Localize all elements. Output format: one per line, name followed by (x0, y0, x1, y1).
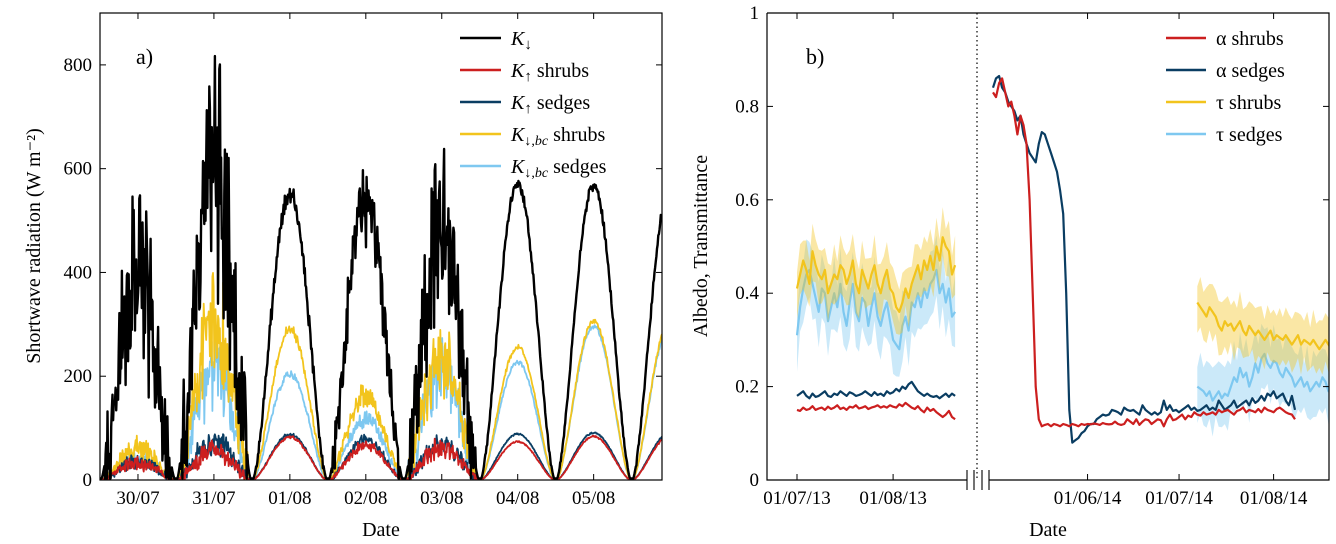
legend-label-alpha-sedges: α sedges (1216, 60, 1285, 82)
panel-a-ytick-label: 0 (83, 470, 93, 491)
series-tau-sedges-line (1196, 352, 1329, 402)
panel-b-xlabel: Date (1029, 519, 1067, 541)
legend-label-k-up-shrubs: K↑ shrubs (510, 60, 589, 85)
series-alpha-shrubs-line (992, 77, 1296, 428)
panel-a-xtick-label: 02/08 (344, 488, 387, 509)
panel-b-ytick-label: 0.8 (735, 96, 759, 117)
panel-b-xtick-label: 01/07/14 (1145, 488, 1213, 509)
series-k-down-bc-shrubs (100, 272, 662, 480)
panel-a-ytick-label: 400 (64, 262, 93, 283)
panel-a-xtick-label: 31/07 (192, 488, 235, 509)
panel-b-ytick-label: 0.6 (735, 190, 759, 211)
series-tau-shrubs-band (1197, 277, 1329, 375)
legend-label-tau-shrubs: τ shrubs (1216, 92, 1281, 114)
panel-a-xtick-label: 30/07 (116, 488, 159, 509)
panel-a-y-ticks: 0 200 400 600 800 (64, 55, 662, 491)
panel-b-xtick-label: 01/08/13 (859, 488, 927, 509)
legend-label-k-down-bc-shrubs: K↓,bc shrubs (510, 124, 606, 149)
series-alpha-sedges-line (796, 380, 956, 400)
legend-label-alpha-shrubs: α shrubs (1216, 28, 1284, 50)
panel-b-ytick-label: 0.4 (735, 283, 759, 304)
panel-a-ylabel: Shortwave radiation (W m⁻²) (23, 128, 45, 364)
panel-b-axis-break (966, 470, 990, 490)
panel-b-xtick-label: 01/06/14 (1054, 488, 1122, 509)
panel-a-x-ticks: 30/07 31/07 01/08 02/08 03/08 04/08 05/08 (116, 13, 615, 509)
panel-b-x-ticks: 01/07/13 01/08/13 01/06/14 01/07/14 01/08/14 (763, 13, 1308, 509)
panel-a-ytick-label: 600 (64, 159, 93, 180)
series-tau-sedges-line (795, 268, 957, 351)
legend-label-k-up-sedges: K↑ sedges (510, 92, 590, 117)
panel-b-ylabel: Albedo, Transmittance (690, 155, 712, 337)
panel-a-xtick-label: 03/08 (420, 488, 463, 509)
series-alpha-sedges-line (991, 74, 1297, 444)
panel-b: 00.20.40.60.81 01/07/13 01/08/13 01/06/14 0… (690, 3, 1330, 541)
panel-a-ytick-label: 200 (64, 366, 93, 387)
panel-b-ytick-label: 1 (750, 3, 760, 24)
panel-a-frame (99, 12, 663, 481)
legend-label-k-down-bc-sedges: K↓,bc sedges (510, 156, 607, 181)
panel-b-y-ticks: 0 0.2 0.4 0.6 0.8 1 (735, 3, 1329, 491)
series-tau-shrubs-line (795, 236, 957, 313)
series-alpha-shrubs-line (796, 401, 956, 421)
panel-a-series (100, 54, 662, 480)
panel-a-ytick-label: 800 (64, 55, 93, 76)
series-k-up-shrubs (100, 434, 662, 480)
panel-b-xtick-label: 01/08/14 (1240, 488, 1308, 509)
series-tau-sedges-band (1197, 323, 1329, 437)
panel-a-xtick-label: 05/08 (572, 488, 615, 509)
panel-b-series (795, 74, 1329, 444)
legend-label-k-down: K↓ (510, 28, 532, 53)
panel-b-ytick-label: 0 (750, 470, 760, 491)
panel-b-legend: α shrubs α sedges τ shrubs τ sedges (1166, 28, 1285, 146)
panel-b-ytick-label: 0.2 (735, 377, 759, 398)
legend-label-tau-sedges: τ sedges (1216, 124, 1283, 146)
panel-a-xtick-label: 01/08 (268, 488, 311, 509)
panel-b-xtick-label: 01/07/13 (763, 488, 831, 509)
panel-a-label: a) (136, 44, 153, 69)
panel-b-label: b) (806, 44, 824, 69)
series-k-down (100, 54, 662, 480)
panel-a-xtick-label: 04/08 (496, 488, 539, 509)
series-tau-shrubs-line (1196, 301, 1329, 351)
panel-a-xlabel: Date (362, 519, 400, 541)
panel-a-legend: K↓ K↑ shrubs K↑ sedges K↓,bc shrubs K↓,b… (460, 28, 607, 181)
